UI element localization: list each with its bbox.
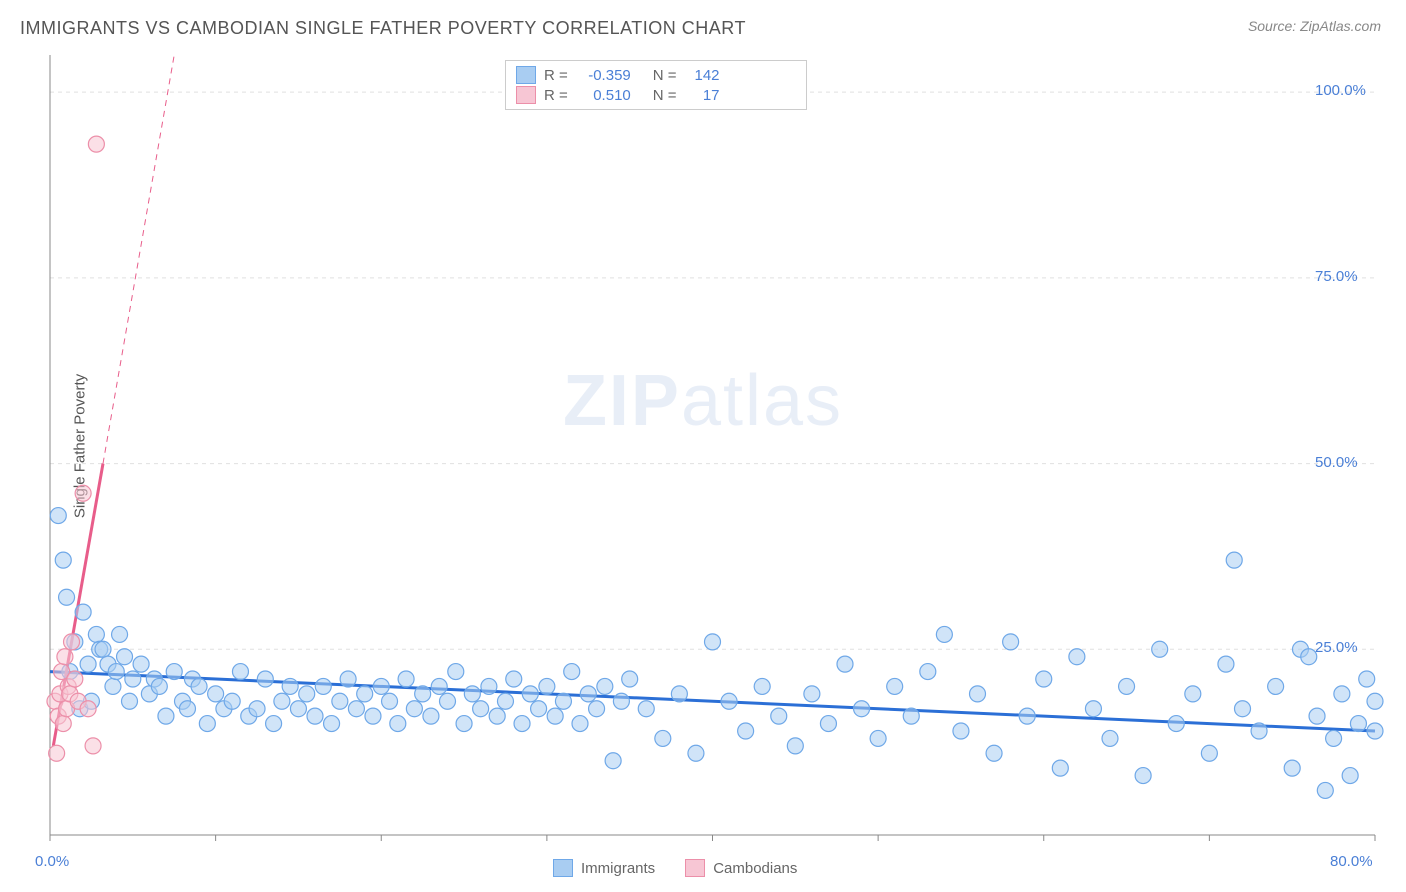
stat-n-value: 17 [685, 87, 720, 104]
stats-legend-box: R = -0.359 N = 142 R = 0.510 N = 17 [505, 60, 807, 110]
stats-row: R = -0.359 N = 142 [516, 65, 796, 85]
stat-r-value: -0.359 [576, 67, 631, 84]
chart-container: { "title": "IMMIGRANTS VS CAMBODIAN SING… [0, 0, 1406, 892]
axis-tick-label: 0.0% [35, 853, 69, 870]
legend-label: Immigrants [581, 860, 655, 877]
stat-n-value: 142 [685, 67, 720, 84]
series-swatch [516, 66, 536, 84]
legend-item: Cambodians [685, 858, 797, 878]
series-swatch [516, 86, 536, 104]
legend-item: Immigrants [553, 858, 655, 878]
axis-tick-label: 100.0% [1315, 82, 1366, 99]
axis-tick-label: 50.0% [1315, 454, 1358, 471]
stat-r-label: R = [544, 87, 568, 104]
axis-tick-label: 75.0% [1315, 268, 1358, 285]
series-swatch [553, 859, 573, 877]
scatter-chart [0, 0, 1406, 892]
series-swatch [685, 859, 705, 877]
axis-tick-label: 80.0% [1330, 853, 1373, 870]
stat-r-label: R = [544, 67, 568, 84]
stat-r-value: 0.510 [576, 87, 631, 104]
legend-label: Cambodians [713, 860, 797, 877]
stat-n-label: N = [653, 87, 677, 104]
axis-tick-label: 25.0% [1315, 639, 1358, 656]
stat-n-label: N = [653, 67, 677, 84]
stats-row: R = 0.510 N = 17 [516, 85, 796, 105]
series-legend: Immigrants Cambodians [553, 858, 797, 878]
